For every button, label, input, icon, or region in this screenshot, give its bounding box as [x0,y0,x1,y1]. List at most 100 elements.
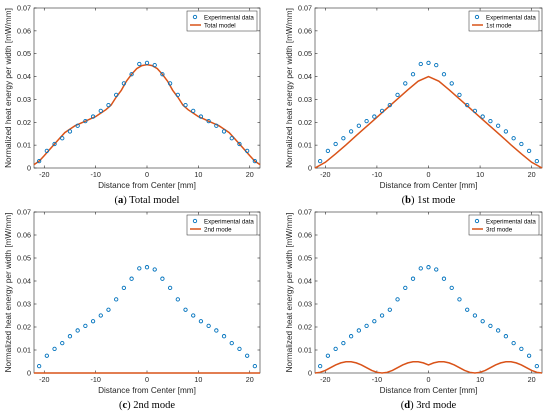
data-point [457,297,462,302]
legend-marker-icon [474,218,480,224]
data-point [534,158,539,164]
data-point [129,72,134,77]
data-point [503,129,509,134]
data-point [90,319,96,324]
x-tick-label: 10 [194,170,202,179]
data-point [519,141,524,147]
y-axis-label: Normalized heat energy per width [mW/mm] [285,213,294,373]
data-point [160,72,165,77]
data-point [341,340,346,346]
data-point [372,114,377,119]
data-point [379,108,385,114]
y-tick-label: 0.04 [17,72,31,81]
data-point [495,123,501,128]
data-point [449,285,454,291]
data-point [387,102,392,108]
data-point [403,81,408,86]
x-tick-label: 20 [528,170,536,179]
data-point [229,340,234,346]
y-tick-label: 0 [308,369,312,378]
data-point [426,265,431,270]
legend-label: 2nd mode [204,226,232,233]
y-tick-label: 0.07 [298,4,312,13]
data-point [60,340,65,346]
x-tick-label: -20 [39,375,49,384]
legend-box [186,10,258,32]
y-tick-label: 0.01 [17,141,31,150]
data-point [511,136,516,141]
y-tick-label: 0.07 [17,208,31,217]
y-tick-label: 0.02 [298,118,312,127]
y-tick-label: 0.01 [298,141,312,150]
data-point [434,267,439,272]
data-point [114,297,119,302]
data-point [488,323,493,328]
data-point [410,72,416,77]
y-axis-label: Normalized heat energy per width [mW/mm] [285,8,294,168]
x-tick-label: 10 [194,375,202,384]
data-point [221,129,227,134]
data-point [441,276,447,281]
y-tick-label: 0.05 [298,254,312,263]
data-point [526,148,532,154]
data-point [144,60,150,66]
data-point [198,319,204,324]
data-point [129,276,134,281]
data-point [379,313,385,318]
x-tick-label: 0 [145,170,149,179]
legend-label: Experimental data [486,218,536,225]
data-point [198,114,204,119]
x-tick-label: -10 [372,375,382,384]
x-axis-label: Distance from Center [mm] [380,386,478,395]
legend-label: Experimental data [204,218,254,225]
data-point [526,353,532,358]
y-tick-label: 0.03 [17,95,31,104]
data-point [364,118,369,124]
x-tick-label: -10 [90,375,100,384]
data-point [387,307,392,312]
legend-marker-icon [192,14,198,20]
data-point [114,92,119,98]
data-point [410,276,416,281]
legend-label: Total model [204,22,236,29]
data-point [534,363,539,369]
y-tick-label: 0 [308,164,312,173]
data-point [52,346,57,351]
plot-area [314,7,543,169]
data-point [480,114,485,119]
data-point [333,346,338,351]
data-point [237,141,242,147]
data-point [403,285,408,291]
legend-label: 3rd mode [486,226,513,233]
y-tick-label: 0.07 [17,4,31,13]
data-point [511,340,516,346]
y-tick-label: 0.07 [298,208,312,217]
y-tick-label: 0.06 [17,26,31,35]
data-point [75,123,80,128]
data-point [106,307,111,312]
data-point [245,353,250,358]
y-tick-label: 0.06 [298,26,312,35]
x-tick-label: 10 [476,170,484,179]
data-point [44,353,49,358]
data-point [121,81,127,86]
y-tick-label: 0.03 [298,95,312,104]
data-point [106,102,111,108]
data-point [457,92,462,98]
y-tick-label: 0.01 [298,346,312,355]
y-tick-label: 0.05 [17,254,31,263]
data-point [221,334,227,339]
chart-panel-c: -20 -10 0 10 20 0 0.01 0.02 0.03 0.04 0.05 0.06 0.07… [4,208,261,411]
panel-caption: (d) 3rd mode [401,400,457,411]
data-point [152,267,157,272]
data-point [160,276,165,281]
data-point [191,313,196,318]
x-tick-label: -20 [39,170,49,179]
data-point [449,81,454,86]
legend-marker-icon [192,218,198,224]
y-tick-label: 0.02 [17,118,31,127]
plot-area [33,211,261,374]
data-point [252,158,258,164]
chart-panel-b: -20 -10 0 10 20 0 0.01 0.02 0.03 0.04 0.05 0.06 0.07… [285,4,543,206]
